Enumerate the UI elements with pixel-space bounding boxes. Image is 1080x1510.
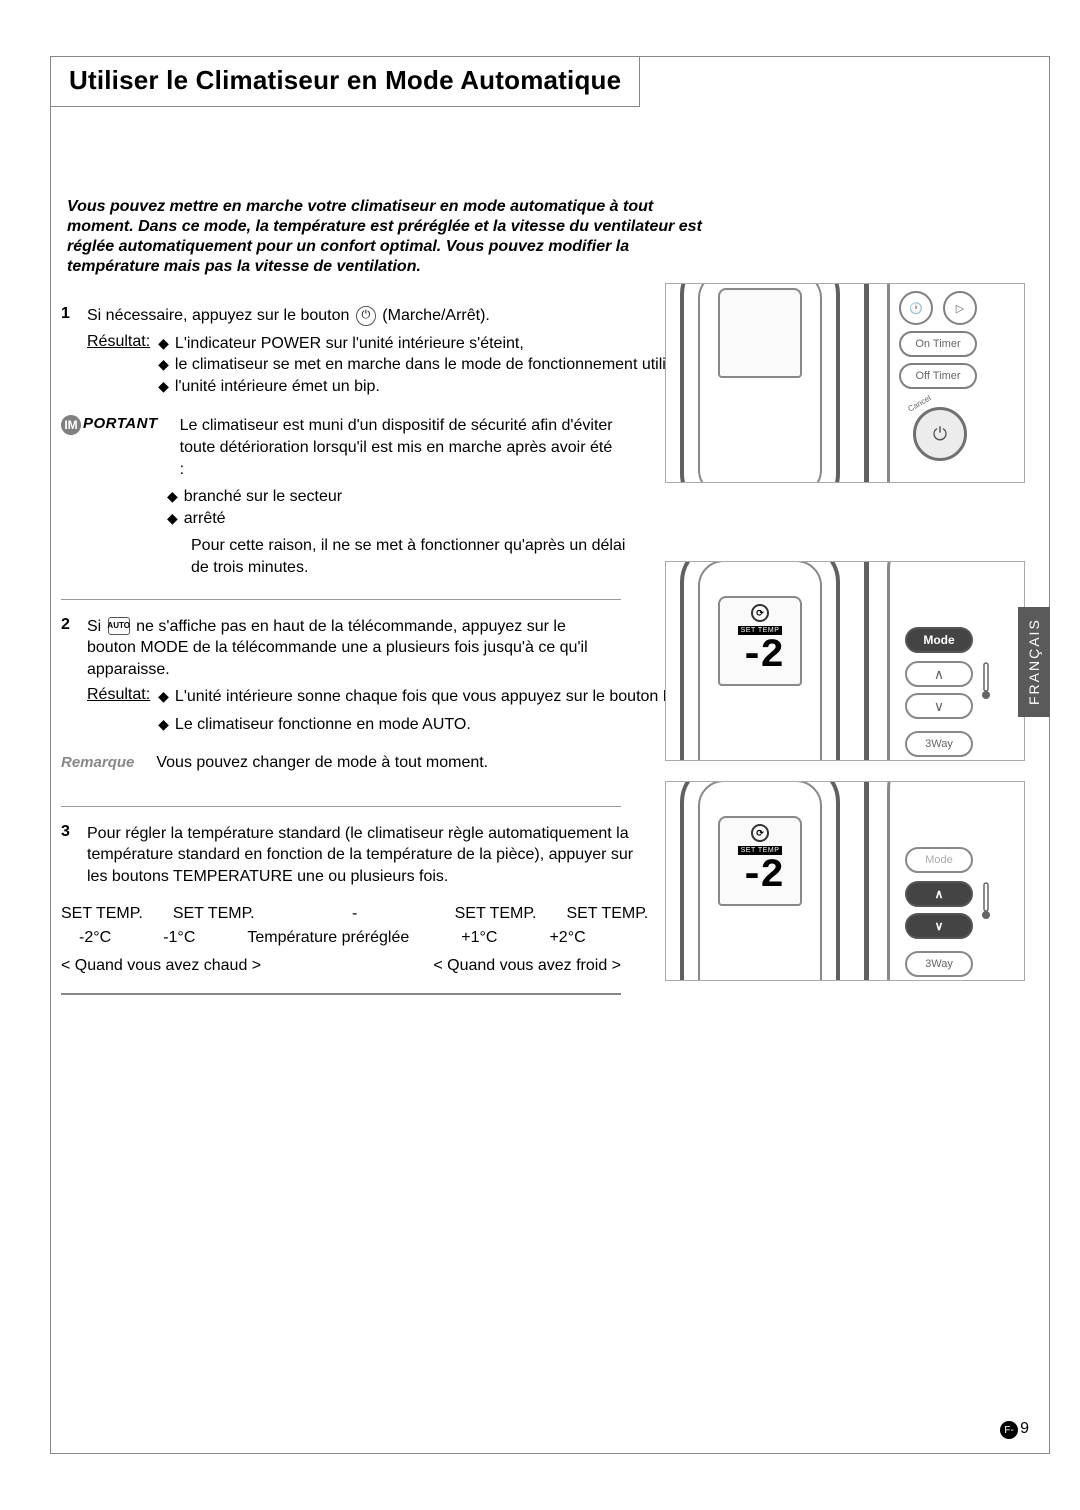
- auto-badge-icon: AUTO: [108, 617, 130, 635]
- important-circle-icon: IM: [61, 415, 81, 435]
- temp-foot-right: < Quand vous avez froid >: [433, 957, 621, 975]
- divider-2: [61, 806, 621, 807]
- temp-v4: +1°C: [461, 929, 497, 947]
- mode-button-inactive[interactable]: Mode: [905, 847, 973, 873]
- important-b2: arrêté: [184, 508, 226, 530]
- step-1-number: 1: [61, 305, 87, 323]
- mode-button[interactable]: Mode: [905, 627, 973, 653]
- remote-left-3: ⟳ SET TEMP -2: [680, 781, 840, 981]
- page-prefix-badge: F-: [1000, 1421, 1018, 1439]
- auto-mode-icon: ⟳: [751, 824, 769, 842]
- important-label: PORTANT: [83, 415, 158, 432]
- page-frame: Utiliser le Climatiseur en Mode Automati…: [50, 56, 1050, 1454]
- temp-v5: +2°C: [549, 929, 585, 947]
- figure-1-remote-power: 🕐 ▷ On Timer Off Timer ⏻ Cancel: [665, 283, 1025, 483]
- thermometer-icon: [981, 881, 991, 921]
- temp-h2: SET TEMP.: [173, 905, 255, 923]
- remarque-label: Remarque: [61, 754, 134, 771]
- temp-down-button[interactable]: ∨: [905, 693, 973, 719]
- remote-screen-2: ⟳ SET TEMP -2: [718, 596, 802, 686]
- on-timer-button[interactable]: On Timer: [899, 331, 977, 357]
- remote-screen-1: [718, 288, 802, 378]
- temp-v1: -2°C: [79, 929, 111, 947]
- screen-content-2: ⟳ SET TEMP -2: [726, 604, 794, 678]
- power-icon: ⏻: [356, 306, 376, 326]
- temp-v3: Température préréglée: [247, 929, 409, 947]
- figure-3-remote-temp: ⟳ SET TEMP -2 Mode ∧ ∨ 3Way: [665, 781, 1025, 981]
- step-1-text-a: Si nécessaire, appuyez sur le bouton: [87, 307, 349, 324]
- temp-h3: -: [285, 905, 425, 923]
- step-2-text-b: ne s'affiche pas en haut de la télécomma…: [87, 618, 588, 678]
- temp-foot-left: < Quand vous avez chaud >: [61, 957, 261, 975]
- divider-3: [61, 993, 621, 995]
- step-1-body: Si nécessaire, appuyez sur le bouton ⏻ (…: [87, 305, 490, 327]
- play-button[interactable]: ▷: [943, 291, 977, 325]
- remote-left-1: [680, 283, 840, 483]
- diamond-icon: ◆: [158, 355, 169, 374]
- diamond-icon: ◆: [167, 509, 178, 528]
- step-3-number: 3: [61, 823, 87, 841]
- diamond-icon: ◆: [158, 377, 169, 396]
- page-title: Utiliser le Climatiseur en Mode Automati…: [69, 65, 621, 96]
- power-glyph-icon: ⏻: [933, 424, 947, 445]
- step-1-text-b: (Marche/Arrêt).: [382, 307, 490, 324]
- step-2-b2: Le climatiseur fonctionne en mode AUTO.: [175, 714, 471, 736]
- temp-h4: SET TEMP.: [455, 905, 537, 923]
- off-timer-button[interactable]: Off Timer: [899, 363, 977, 389]
- page-number: F-9: [1000, 1420, 1029, 1439]
- diamond-icon: ◆: [158, 334, 169, 353]
- thermometer-icon: [981, 661, 991, 701]
- temp-down-button-active[interactable]: ∨: [905, 913, 973, 939]
- screen-digit-3: -2: [740, 857, 780, 897]
- step-2-number: 2: [61, 616, 87, 634]
- important-tail: Pour cette raison, il ne se met à foncti…: [191, 535, 631, 578]
- temp-up-button[interactable]: ∧: [905, 661, 973, 687]
- remote-right-1: 🕐 ▷ On Timer Off Timer ⏻ Cancel: [864, 283, 1025, 483]
- step-3-text: Pour régler la température standard (le …: [87, 823, 637, 888]
- temp-footnotes: < Quand vous avez chaud > < Quand vous a…: [61, 957, 621, 975]
- clock-button[interactable]: 🕐: [899, 291, 933, 325]
- page-number-value: 9: [1020, 1420, 1029, 1437]
- diamond-icon: ◆: [167, 487, 178, 506]
- diamond-icon: ◆: [158, 687, 169, 706]
- step-2-text-a: Si: [87, 618, 101, 635]
- result-label-2: Résultat:: [87, 686, 150, 704]
- important-bullets: ◆ branché sur le secteur ◆ arrêté: [167, 486, 1039, 529]
- step-2-bullets: ◆ L'unité intérieure sonne chaque fois qu…: [158, 686, 715, 735]
- temp-h1: SET TEMP.: [61, 905, 143, 923]
- step-2-body: Si AUTO ne s'affiche pas en haut de la t…: [87, 616, 617, 681]
- power-button[interactable]: ⏻: [913, 407, 967, 461]
- remote-left-2: ⟳ SET TEMP -2: [680, 561, 840, 761]
- temp-up-button-active[interactable]: ∧: [905, 881, 973, 907]
- temp-v2: -1°C: [163, 929, 195, 947]
- divider-1: [61, 599, 621, 600]
- language-tab: FRANÇAIS: [1018, 607, 1050, 717]
- remarque-text: Vous pouvez changer de mode à tout momen…: [156, 754, 488, 772]
- important-text: Le climatiseur est muni d'un dispositif …: [180, 415, 620, 480]
- remote-right-3: Mode ∧ ∨ 3Way: [864, 781, 1025, 981]
- figure-2-remote-mode: ⟳ SET TEMP -2 Mode ∧ ∨ 3Way: [665, 561, 1025, 761]
- auto-mode-icon: ⟳: [751, 604, 769, 622]
- intro-paragraph: Vous pouvez mettre en marche votre clima…: [67, 197, 707, 277]
- diamond-icon: ◆: [158, 715, 169, 734]
- step-1-b3: l'unité intérieure émet un bip.: [175, 376, 380, 398]
- remote-screen-3: ⟳ SET TEMP -2: [718, 816, 802, 906]
- result-label-1: Résultat:: [87, 333, 150, 351]
- title-box: Utiliser le Climatiseur en Mode Automati…: [51, 57, 640, 107]
- step-2-b1: L'unité intérieure sonne chaque fois que…: [175, 686, 715, 708]
- three-way-button[interactable]: 3Way: [905, 951, 973, 977]
- screen-digit-2: -2: [740, 637, 780, 677]
- step-1-b1: L'indicateur POWER sur l'unité intérieur…: [175, 333, 524, 355]
- screen-content-3: ⟳ SET TEMP -2: [726, 824, 794, 898]
- three-way-button[interactable]: 3Way: [905, 731, 973, 757]
- temp-h5: SET TEMP.: [566, 905, 648, 923]
- important-b1: branché sur le secteur: [184, 486, 342, 508]
- remote-right-2: Mode ∧ ∨ 3Way: [864, 561, 1025, 761]
